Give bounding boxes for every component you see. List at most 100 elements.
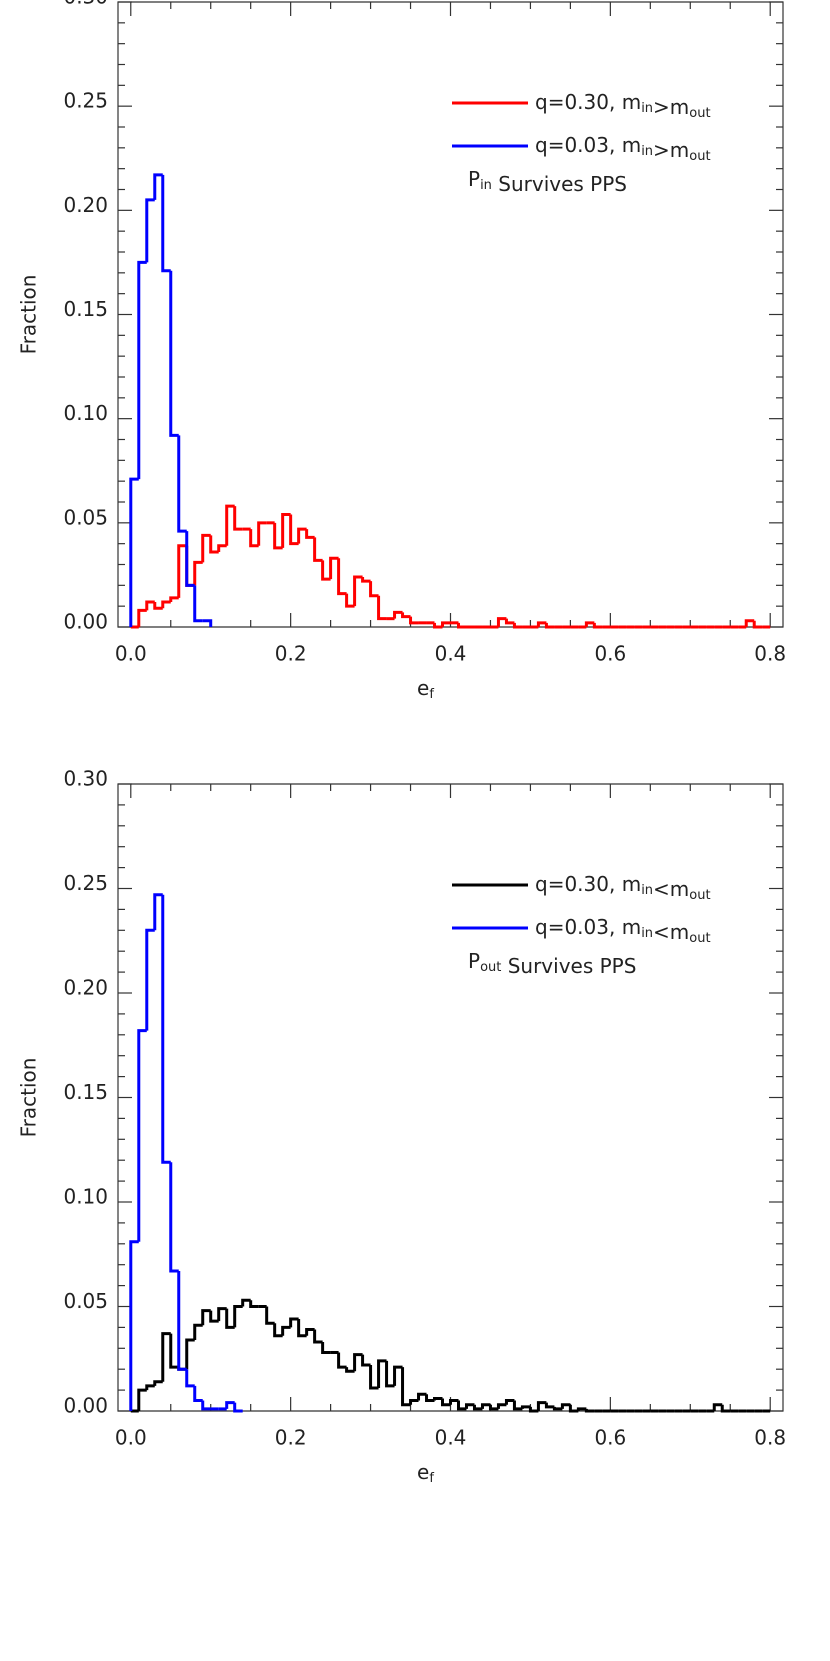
histogram-bin — [313, 537, 323, 562]
histogram-bin — [568, 1404, 579, 1413]
x-axis-label: ef — [417, 1460, 434, 1486]
histogram-bin — [289, 1317, 299, 1328]
histogram-bin — [744, 619, 755, 627]
histogram-bin — [504, 1399, 515, 1405]
histogram-bin — [433, 1396, 443, 1401]
histogram-bin — [193, 585, 203, 623]
histogram-bin — [552, 1406, 563, 1411]
histogram-bin — [321, 560, 331, 581]
histogram-bin — [305, 1327, 315, 1336]
histogram-bin — [353, 1353, 363, 1372]
histogram-bin — [337, 1352, 347, 1369]
y-axis-label: Fraction — [17, 1058, 41, 1138]
panel: 0.00 0.05 0.10 0.15 0.20 0.25 0.30 0.0 0.2 0.4 0.6… — [17, 767, 787, 1486]
histogram-bin — [488, 1404, 499, 1411]
histogram-bin — [528, 1406, 539, 1413]
histogram-bin — [536, 1401, 547, 1411]
histogram-bin — [337, 558, 347, 596]
annotation: Pout Survives PPS — [468, 949, 636, 978]
histogram-bin — [233, 1305, 243, 1328]
histogram-bin — [377, 595, 387, 621]
legend-label: q=0.30, min<mout — [535, 872, 711, 903]
histogram-bin — [209, 1310, 219, 1323]
legend-label: q=0.30, min>mout — [535, 90, 711, 121]
histogram-bin — [145, 1384, 155, 1391]
histogram-bin — [249, 1300, 259, 1308]
histogram-bin — [129, 1240, 139, 1411]
histogram-bin — [361, 577, 371, 583]
histogram-bin — [265, 1306, 275, 1325]
histogram-bin — [560, 1403, 571, 1409]
histogram-bin — [393, 1365, 403, 1386]
x-tick-label: 0.4 — [435, 642, 467, 666]
histogram-bin — [496, 617, 507, 627]
histogram-bin — [161, 1332, 171, 1382]
histogram-bin — [225, 1308, 235, 1329]
histogram-bin — [313, 1329, 323, 1344]
histogram-bin — [169, 1333, 179, 1369]
histogram-bin — [225, 1401, 235, 1409]
histogram-bin — [329, 556, 339, 580]
y-tick-label: 0.15 — [63, 1080, 108, 1104]
histogram-bin — [217, 1307, 227, 1322]
histogram-bin — [161, 894, 171, 1164]
histogram-bin — [321, 1342, 331, 1354]
histogram-bin — [433, 622, 443, 629]
x-tick-label: 0.6 — [594, 1426, 626, 1450]
y-tick-label: 0.25 — [63, 89, 108, 113]
histogram-bin — [449, 1399, 459, 1405]
histogram-bin — [480, 1403, 491, 1409]
histogram-bin — [544, 622, 555, 629]
panel: 0.00 0.05 0.10 0.15 0.20 0.25 0.30 0.0 0.2 0.4 0.6… — [17, 0, 787, 702]
histogram-bin — [377, 1359, 387, 1389]
y-tick-label: 0.20 — [63, 976, 108, 1000]
histogram-bin — [185, 1369, 195, 1388]
histogram-bin — [169, 1162, 179, 1273]
histogram-bin — [177, 435, 187, 533]
y-tick-label: 0.00 — [63, 610, 108, 634]
histogram-bin — [233, 1402, 243, 1413]
histogram-bin — [409, 1399, 419, 1405]
histogram-bin — [520, 1405, 531, 1409]
histogram-bin — [536, 621, 547, 627]
histogram-bin — [177, 544, 187, 598]
histogram-bin — [137, 260, 147, 480]
histogram-bin — [592, 622, 603, 629]
y-tick-label: 0.10 — [63, 1185, 108, 1209]
histogram-bin — [137, 608, 147, 627]
histogram-bin — [153, 1380, 163, 1386]
y-tick-label: 0.25 — [63, 871, 108, 895]
x-tick-label: 0.8 — [754, 642, 786, 666]
histogram-bin — [193, 1385, 203, 1403]
histogram-bin — [137, 1029, 147, 1242]
x-tick-label: 0.0 — [115, 642, 147, 666]
histogram-bin — [512, 622, 523, 629]
histogram-bin — [217, 544, 227, 552]
histogram-bin — [369, 581, 379, 598]
histogram-bin — [273, 522, 283, 550]
y-tick-label: 0.10 — [63, 401, 108, 425]
histogram-bin — [201, 1400, 211, 1411]
histogram-bin — [129, 477, 139, 627]
y-tick-label: 0.05 — [63, 1289, 108, 1313]
histogram-bin — [201, 533, 211, 563]
histogram-bin — [153, 602, 163, 610]
histogram-bin — [202, 619, 213, 627]
x-tick-label: 0.0 — [115, 1426, 147, 1450]
histogram-bin — [496, 1403, 507, 1409]
histogram-bin — [153, 173, 163, 200]
histogram-bin — [720, 1404, 731, 1413]
histogram-bin — [225, 504, 235, 546]
y-tick-label: 0.15 — [63, 297, 108, 321]
histogram-bin — [153, 893, 163, 931]
histogram-bin — [161, 174, 171, 273]
histogram-bin — [544, 1402, 555, 1409]
histogram-bin — [305, 529, 315, 539]
histogram-bin — [456, 1400, 467, 1411]
histogram-bin — [145, 928, 155, 1031]
histogram-bin — [193, 560, 203, 586]
x-tick-label: 0.8 — [754, 1426, 786, 1450]
x-tick-label: 0.2 — [275, 1426, 307, 1450]
histogram-bin — [441, 1398, 451, 1407]
